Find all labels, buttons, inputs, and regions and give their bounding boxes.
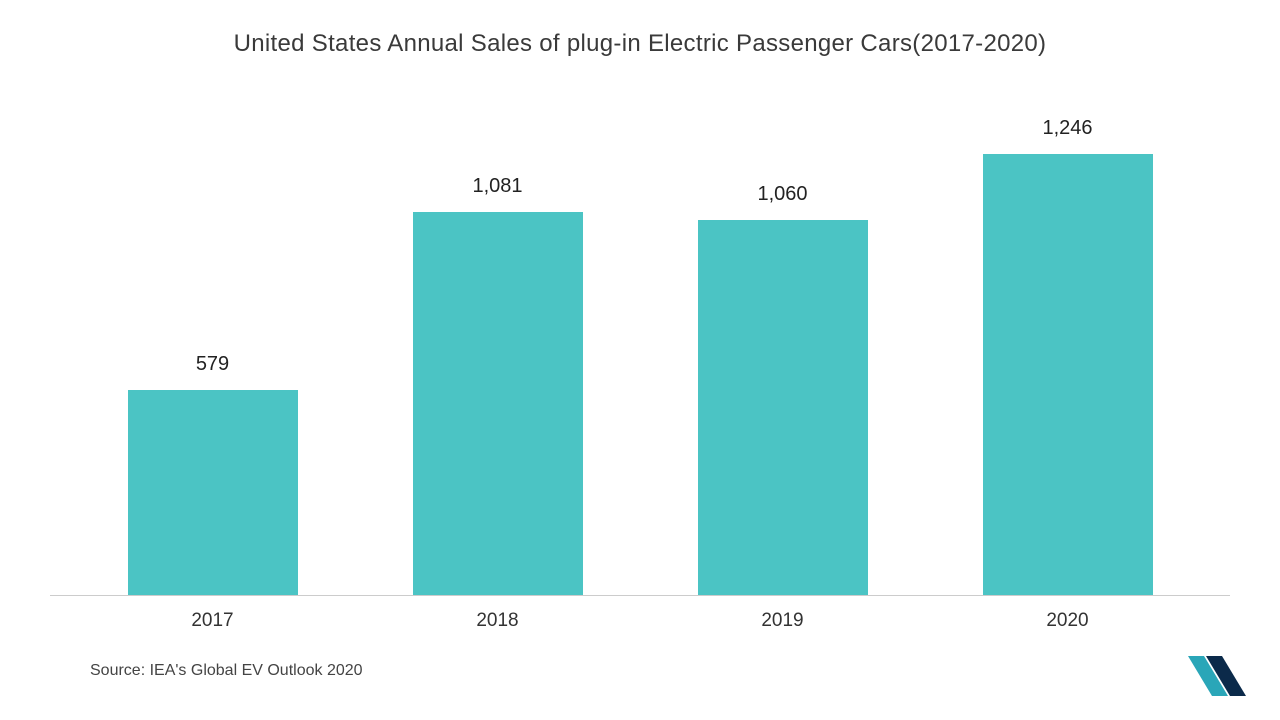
bar [983, 154, 1153, 595]
plot-area: 579 1,081 1,060 1,246 [50, 98, 1230, 596]
chart-title: United States Annual Sales of plug-in El… [50, 30, 1230, 58]
bar-group: 1,060 [693, 183, 873, 595]
bar [128, 390, 298, 595]
x-tick-label: 2017 [123, 610, 303, 632]
x-tick-label: 2019 [693, 610, 873, 632]
brand-logo-icon [1184, 652, 1250, 700]
bar-group: 1,246 [978, 117, 1158, 595]
bar [413, 212, 583, 595]
x-tick-label: 2020 [978, 610, 1158, 632]
source-text: Source: IEA's Global EV Outlook 2020 [50, 662, 1230, 680]
bar-group: 1,081 [408, 175, 588, 595]
bar-value-label: 1,246 [1042, 117, 1092, 140]
x-tick-label: 2018 [408, 610, 588, 632]
bar-group: 579 [123, 353, 303, 595]
bar-value-label: 1,060 [757, 183, 807, 206]
bar [698, 220, 868, 595]
bar-value-label: 579 [196, 353, 229, 376]
chart-container: United States Annual Sales of plug-in El… [0, 0, 1280, 720]
bar-value-label: 1,081 [472, 175, 522, 198]
x-axis: 2017 2018 2019 2020 [50, 596, 1230, 632]
